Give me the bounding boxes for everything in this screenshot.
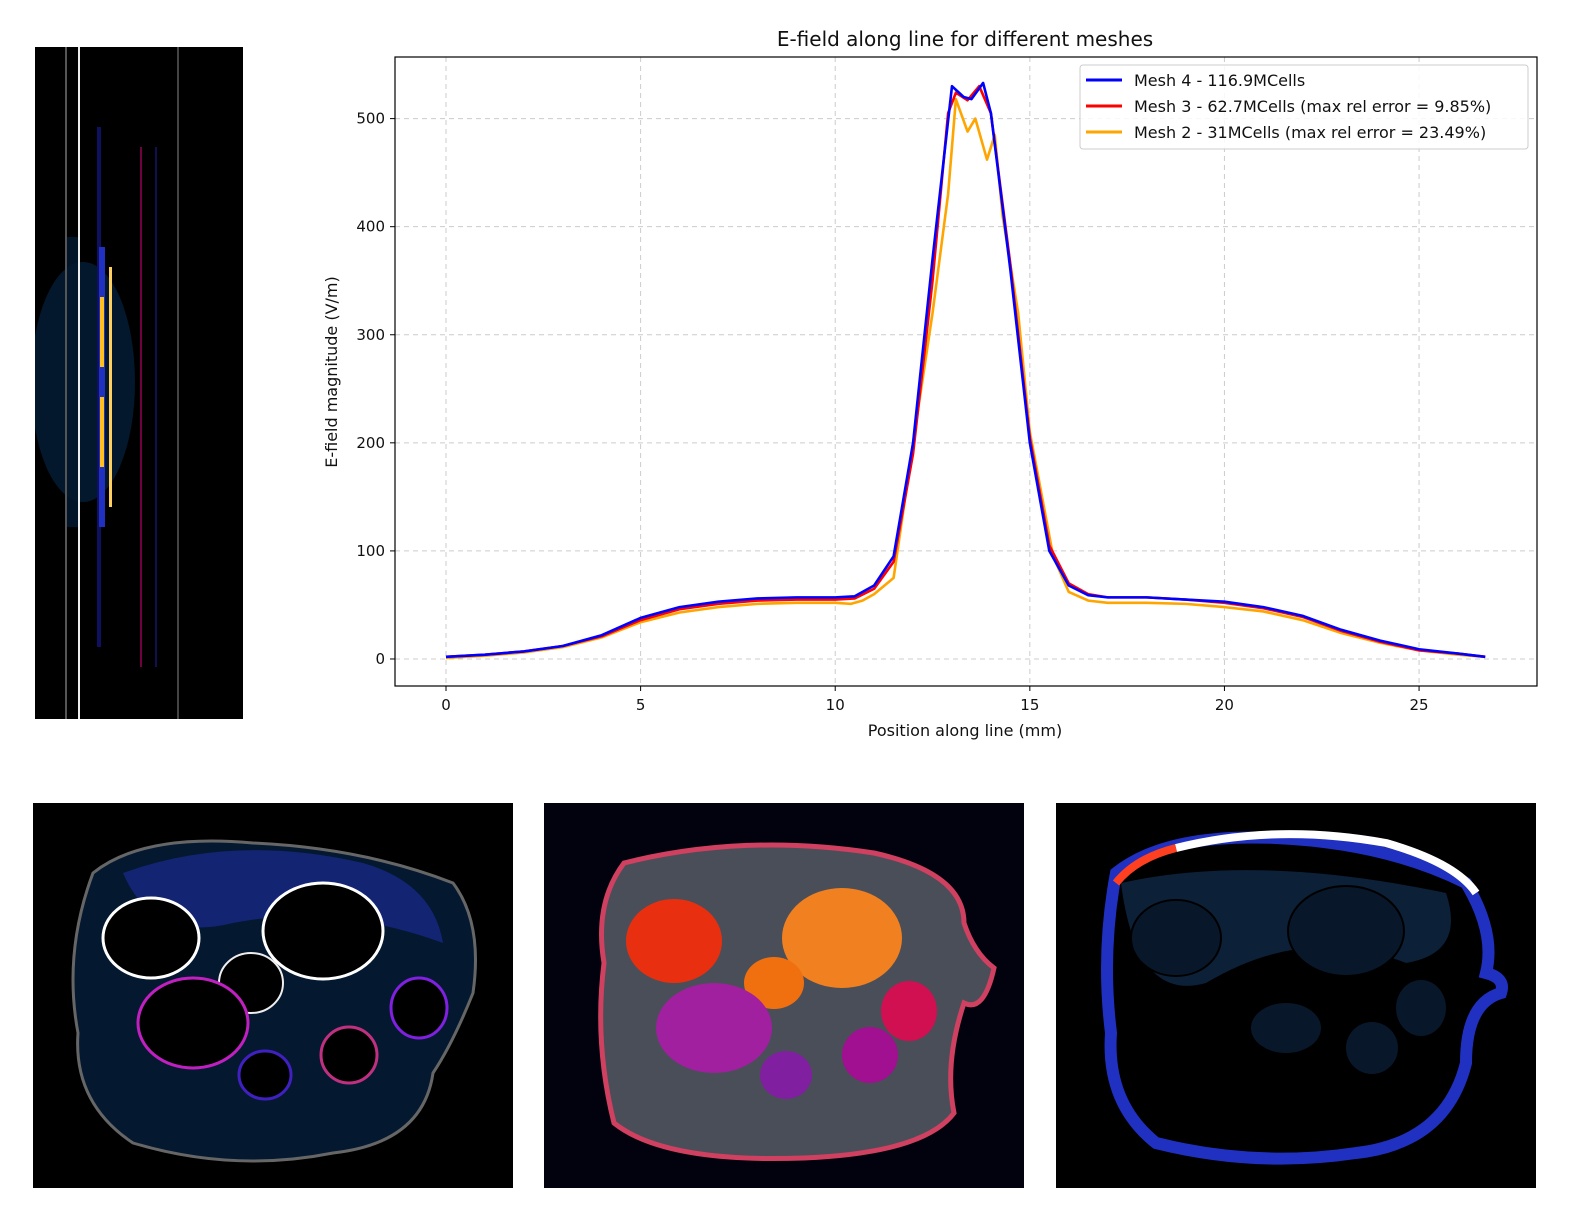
x-tick-label: 20	[1215, 696, 1234, 714]
legend-label: Mesh 4 - 116.9MCells	[1134, 71, 1305, 90]
y-tick-label: 0	[375, 650, 385, 668]
legend-label: Mesh 3 - 62.7MCells (max rel error = 9.8…	[1134, 97, 1491, 116]
cross-section-image-1	[33, 803, 513, 1188]
legend-label: Mesh 2 - 31MCells (max rel error = 23.49…	[1134, 123, 1486, 142]
y-tick-label: 300	[356, 326, 385, 344]
side-view-field-image	[31, 47, 243, 719]
x-tick-label: 15	[1020, 696, 1039, 714]
plot-frame	[394, 56, 1538, 687]
x-axis-label: Position along line (mm)	[868, 721, 1062, 740]
y-tick-label: 200	[356, 434, 385, 452]
series-line	[445, 97, 1486, 660]
efield-line-chart: 0 5 10 15 20 25 0 100 200 300 400 500 E-field along…	[322, 27, 1538, 740]
cross-section-image-3	[1056, 803, 1536, 1188]
series-line	[445, 84, 1486, 659]
x-tick-label: 25	[1410, 696, 1429, 714]
x-tick-label: 10	[826, 696, 845, 714]
y-tick-label: 100	[356, 542, 385, 560]
chart-title: E-field along line for different meshes	[777, 27, 1153, 51]
y-axis-label: E-field magnitude (V/m)	[322, 276, 341, 468]
cross-section-image-2	[544, 803, 1024, 1188]
x-tick-label: 0	[441, 696, 451, 714]
x-tick-label: 5	[636, 696, 646, 714]
legend: Mesh 4 - 116.9MCells Mesh 3 - 62.7MCells …	[1079, 64, 1529, 150]
y-tick-label: 400	[356, 218, 385, 236]
series-line	[445, 81, 1486, 659]
y-tick-label: 500	[356, 110, 385, 128]
